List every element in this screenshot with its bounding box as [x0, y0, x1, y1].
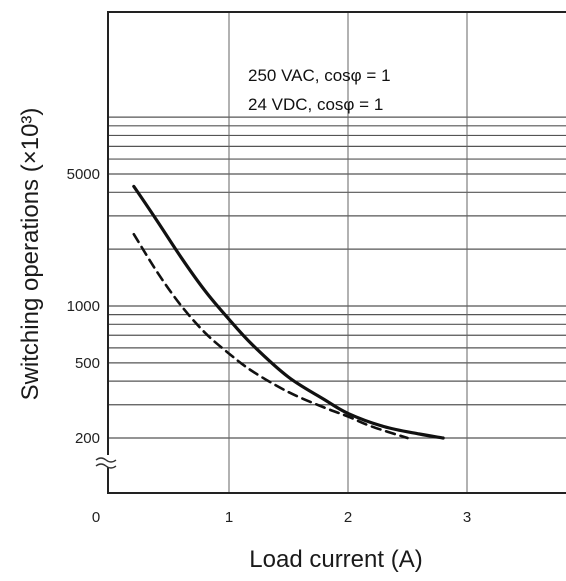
- y-tick-label: 5000: [67, 166, 100, 183]
- x-axis-title: Load current (A): [249, 546, 422, 573]
- x-tick-label: 0: [92, 509, 100, 526]
- series-line-dc: [132, 232, 409, 440]
- legend-entry-ac: 250 VAC, cosφ = 1: [248, 66, 391, 85]
- legend: 250 VAC, cosφ = 1 24 VDC, cosφ = 1: [248, 66, 391, 114]
- y-tick-label: 1000: [67, 298, 100, 315]
- x-tick-label: 2: [344, 509, 352, 526]
- plot-frame: [107, 11, 566, 494]
- y-axis-title: Switching operations (×10³): [17, 108, 44, 401]
- tick-labels: 0 1 2 3 200 500 1000 5000: [67, 166, 472, 526]
- x-tick-label: 1: [225, 509, 233, 526]
- legend-entry-dc: 24 VDC, cosφ = 1: [248, 95, 383, 114]
- y-tick-label: 500: [75, 355, 100, 372]
- series-layer: [132, 184, 445, 440]
- y-axis-break: [94, 455, 117, 469]
- series-line-ac: [132, 184, 445, 440]
- x-tick-label: 3: [463, 509, 471, 526]
- axis-break-mark: [95, 463, 117, 469]
- axis-break-mark: [95, 457, 117, 463]
- grid: [108, 12, 566, 493]
- y-tick-label: 200: [75, 430, 100, 447]
